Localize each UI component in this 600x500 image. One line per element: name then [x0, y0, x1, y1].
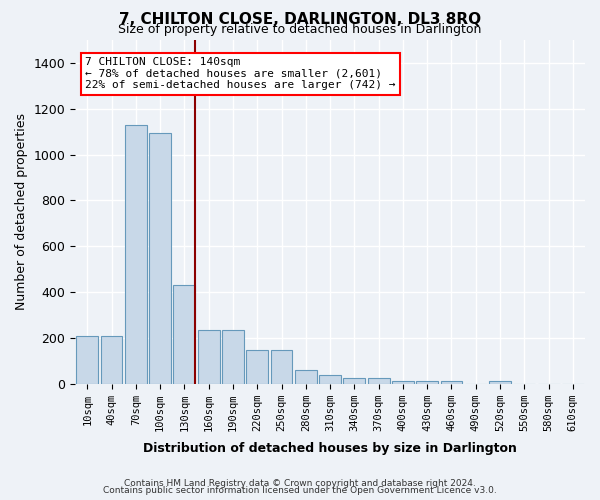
Bar — [368, 378, 389, 384]
Text: Contains HM Land Registry data © Crown copyright and database right 2024.: Contains HM Land Registry data © Crown c… — [124, 478, 476, 488]
Bar — [271, 350, 292, 384]
Bar — [222, 330, 244, 384]
Text: 7, CHILTON CLOSE, DARLINGTON, DL3 8RQ: 7, CHILTON CLOSE, DARLINGTON, DL3 8RQ — [119, 12, 481, 28]
Bar — [319, 375, 341, 384]
Bar — [173, 285, 196, 384]
Bar — [343, 378, 365, 384]
Bar — [247, 350, 268, 384]
Bar — [198, 330, 220, 384]
Text: Size of property relative to detached houses in Darlington: Size of property relative to detached ho… — [118, 22, 482, 36]
Bar — [392, 381, 414, 384]
Text: Contains public sector information licensed under the Open Government Licence v3: Contains public sector information licen… — [103, 486, 497, 495]
X-axis label: Distribution of detached houses by size in Darlington: Distribution of detached houses by size … — [143, 442, 517, 455]
Bar — [125, 125, 147, 384]
Bar — [489, 381, 511, 384]
Bar — [101, 336, 122, 384]
Y-axis label: Number of detached properties: Number of detached properties — [15, 114, 28, 310]
Text: 7 CHILTON CLOSE: 140sqm
← 78% of detached houses are smaller (2,601)
22% of semi: 7 CHILTON CLOSE: 140sqm ← 78% of detache… — [85, 57, 396, 90]
Bar — [295, 370, 317, 384]
Bar — [416, 381, 438, 384]
Bar — [440, 381, 463, 384]
Bar — [76, 336, 98, 384]
Bar — [149, 133, 171, 384]
